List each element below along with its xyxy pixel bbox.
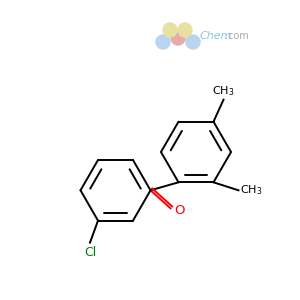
Text: CH$_3$: CH$_3$ bbox=[212, 84, 235, 98]
Text: CH$_3$: CH$_3$ bbox=[241, 183, 263, 197]
Text: .com: .com bbox=[225, 31, 249, 41]
Circle shape bbox=[171, 31, 185, 45]
Circle shape bbox=[178, 23, 192, 37]
Circle shape bbox=[156, 35, 170, 49]
Text: Cl: Cl bbox=[84, 246, 96, 259]
Circle shape bbox=[186, 35, 200, 49]
Text: Chem: Chem bbox=[200, 31, 233, 41]
Circle shape bbox=[163, 23, 177, 37]
Text: O: O bbox=[175, 204, 185, 217]
